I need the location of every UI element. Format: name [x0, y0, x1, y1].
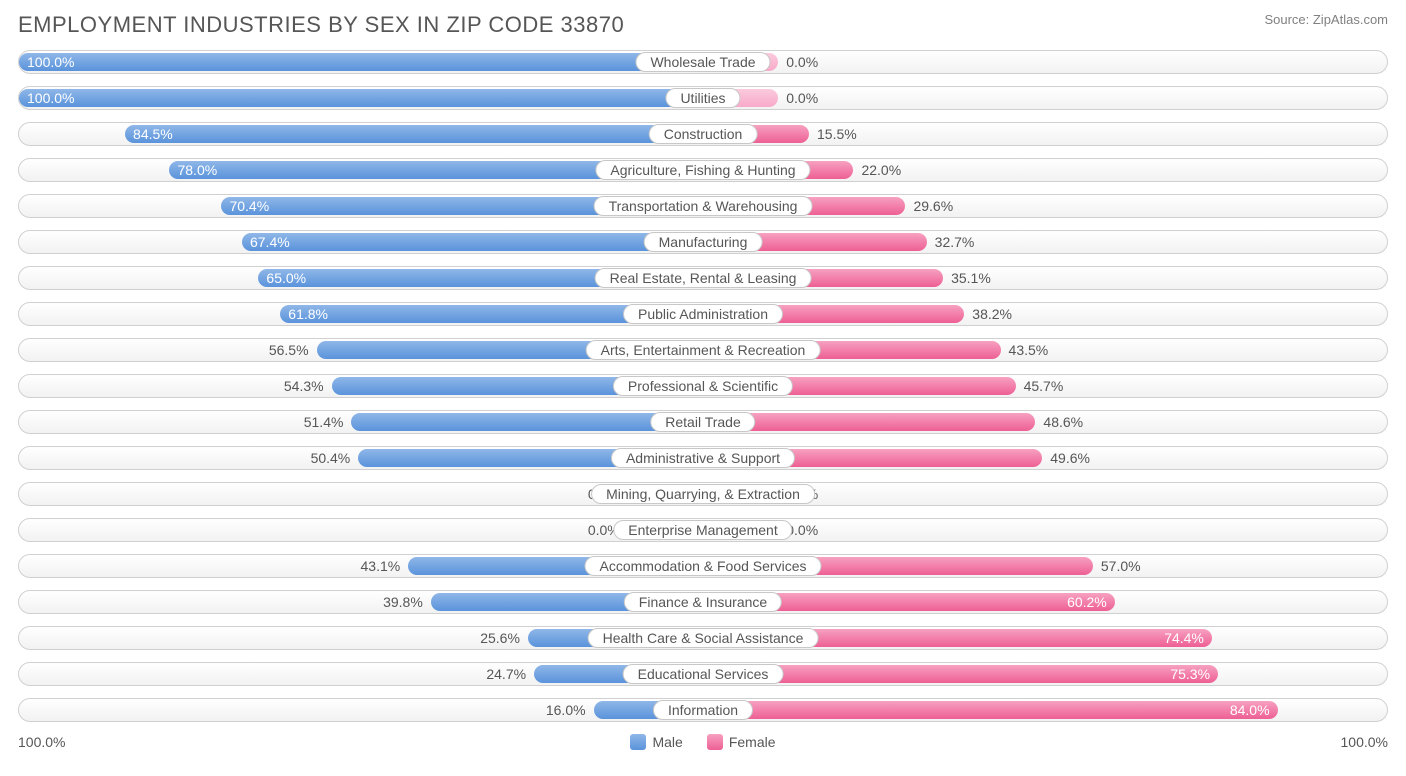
category-label: Transportation & Warehousing	[594, 196, 813, 216]
bar-row: 70.4% 29.6% Transportation & Warehousing	[18, 194, 1388, 218]
category-label: Manufacturing	[644, 232, 763, 252]
axis-right-label: 100.0%	[1341, 734, 1388, 750]
category-label: Administrative & Support	[611, 448, 795, 468]
bar-row: 50.4% 49.6% Administrative & Support	[18, 446, 1388, 470]
legend-item-female: Female	[707, 734, 776, 750]
female-value-label: 74.4%	[1164, 630, 1204, 646]
female-value-label: 15.5%	[817, 126, 857, 142]
female-swatch-icon	[707, 734, 723, 750]
diverging-bar-chart: 100.0% 0.0% Wholesale Trade 100.0% 0.0% Utili…	[18, 50, 1388, 722]
male-bar	[19, 89, 703, 107]
male-value-label: 67.4%	[250, 234, 290, 250]
category-label: Utilities	[665, 88, 740, 108]
female-value-label: 35.1%	[951, 270, 991, 286]
bar-row: 67.4% 32.7% Manufacturing	[18, 230, 1388, 254]
category-label: Health Care & Social Assistance	[588, 628, 819, 648]
bar-row: 0.0%0.0%Enterprise Management	[18, 518, 1388, 542]
axis-left-label: 100.0%	[18, 734, 65, 750]
male-value-label: 56.5%	[269, 342, 309, 358]
male-bar	[19, 53, 703, 71]
bar-row: 56.5% 43.5% Arts, Entertainment & Recreati…	[18, 338, 1388, 362]
female-value-label: 22.0%	[861, 162, 901, 178]
female-value-label: 48.6%	[1043, 414, 1083, 430]
chart-title: EMPLOYMENT INDUSTRIES BY SEX IN ZIP CODE…	[18, 12, 624, 38]
category-label: Mining, Quarrying, & Extraction	[591, 484, 815, 504]
bar-row: 25.6% 74.4% Health Care & Social Assistanc…	[18, 626, 1388, 650]
male-value-label: 100.0%	[27, 90, 74, 106]
bar-row: 24.7% 75.3% Educational Services	[18, 662, 1388, 686]
bar-row: 84.5% 15.5% Construction	[18, 122, 1388, 146]
category-label: Finance & Insurance	[624, 592, 782, 612]
category-label: Arts, Entertainment & Recreation	[586, 340, 821, 360]
chart-source: Source: ZipAtlas.com	[1264, 12, 1388, 27]
male-value-label: 39.8%	[383, 594, 423, 610]
category-label: Accommodation & Food Services	[585, 556, 822, 576]
legend: Male Female	[65, 734, 1340, 750]
legend-female-label: Female	[729, 734, 776, 750]
bar-row: 16.0% 84.0% Information	[18, 698, 1388, 722]
female-value-label: 43.5%	[1009, 342, 1049, 358]
female-bar	[703, 701, 1278, 719]
category-label: Real Estate, Rental & Leasing	[595, 268, 812, 288]
male-value-label: 16.0%	[546, 702, 586, 718]
category-label: Public Administration	[623, 304, 783, 324]
male-value-label: 65.0%	[266, 270, 306, 286]
male-value-label: 84.5%	[133, 126, 173, 142]
bar-row: 0.0%0.0%Mining, Quarrying, & Extraction	[18, 482, 1388, 506]
female-value-label: 57.0%	[1101, 558, 1141, 574]
male-value-label: 70.4%	[229, 198, 269, 214]
legend-item-male: Male	[630, 734, 682, 750]
category-label: Agriculture, Fishing & Hunting	[595, 160, 810, 180]
female-value-label: 84.0%	[1230, 702, 1270, 718]
bar-row: 54.3% 45.7% Professional & Scientific	[18, 374, 1388, 398]
male-value-label: 100.0%	[27, 54, 74, 70]
category-label: Retail Trade	[650, 412, 755, 432]
bar-row: 43.1% 57.0% Accommodation & Food Services	[18, 554, 1388, 578]
male-value-label: 43.1%	[361, 558, 401, 574]
female-value-label: 0.0%	[786, 54, 818, 70]
bar-row: 100.0% 0.0% Wholesale Trade	[18, 50, 1388, 74]
bar-row: 39.8% 60.2% Finance & Insurance	[18, 590, 1388, 614]
male-bar	[242, 233, 703, 251]
male-value-label: 25.6%	[480, 630, 520, 646]
category-label: Wholesale Trade	[635, 52, 770, 72]
female-value-label: 38.2%	[972, 306, 1012, 322]
bar-row: 51.4% 48.6% Retail Trade	[18, 410, 1388, 434]
male-bar	[125, 125, 703, 143]
male-value-label: 50.4%	[311, 450, 351, 466]
female-value-label: 75.3%	[1170, 666, 1210, 682]
category-label: Construction	[649, 124, 758, 144]
female-value-label: 60.2%	[1067, 594, 1107, 610]
male-swatch-icon	[630, 734, 646, 750]
bar-row: 78.0% 22.0% Agriculture, Fishing & Hunting	[18, 158, 1388, 182]
female-value-label: 29.6%	[913, 198, 953, 214]
male-value-label: 78.0%	[177, 162, 217, 178]
category-label: Professional & Scientific	[613, 376, 793, 396]
category-label: Enterprise Management	[613, 520, 792, 540]
category-label: Educational Services	[623, 664, 784, 684]
female-value-label: 0.0%	[786, 90, 818, 106]
bar-row: 61.8% 38.2% Public Administration	[18, 302, 1388, 326]
female-value-label: 32.7%	[935, 234, 975, 250]
male-value-label: 54.3%	[284, 378, 324, 394]
bar-row: 100.0% 0.0% Utilities	[18, 86, 1388, 110]
male-value-label: 24.7%	[486, 666, 526, 682]
category-label: Information	[653, 700, 753, 720]
male-value-label: 51.4%	[304, 414, 344, 430]
female-value-label: 45.7%	[1024, 378, 1064, 394]
bar-row: 65.0% 35.1% Real Estate, Rental & Leasing	[18, 266, 1388, 290]
male-value-label: 61.8%	[288, 306, 328, 322]
legend-male-label: Male	[652, 734, 682, 750]
female-value-label: 49.6%	[1050, 450, 1090, 466]
